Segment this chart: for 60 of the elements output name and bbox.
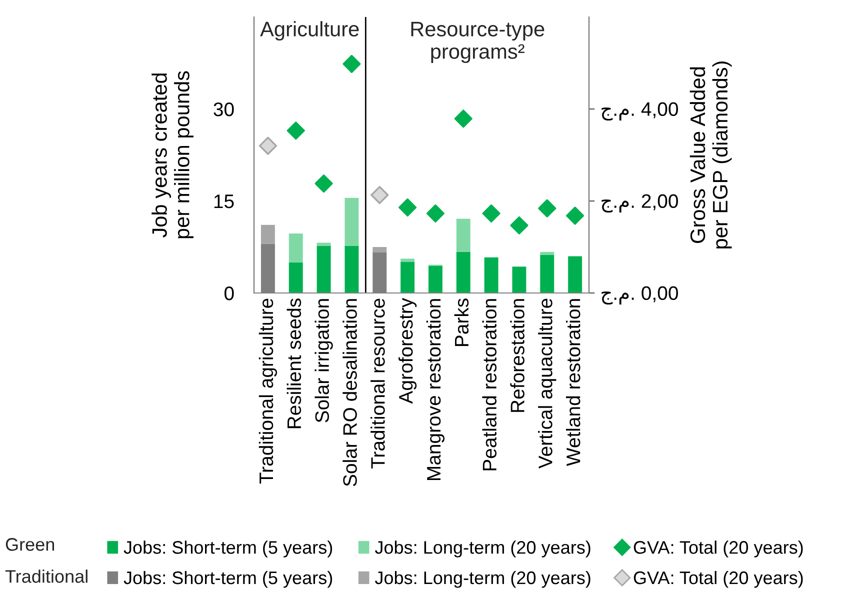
- bar: [428, 266, 442, 293]
- x-tick-label: Solar RO desalination: [342, 299, 357, 486]
- x-tick-label: Traditional agriculture: [258, 298, 278, 484]
- point: [342, 54, 361, 73]
- bar: [540, 254, 554, 293]
- y2-tick-label: ج.م. 4,00: [602, 102, 678, 121]
- legend-label: Jobs: Short-term (5 years): [124, 540, 332, 558]
- text: Green: [6, 538, 54, 551]
- x-tick-label: Vertical aquaculture: [538, 298, 556, 469]
- x-tick-label: Agroforestry: [398, 298, 417, 404]
- legend-label: Jobs: Short-term (5 years): [124, 570, 332, 588]
- bar: [400, 262, 415, 293]
- bar: [288, 234, 303, 262]
- y2-axis-title: Gross Value Added per EGP (diamonds): [690, 62, 732, 248]
- bar: [344, 246, 359, 293]
- point: [398, 198, 417, 216]
- bar: [372, 247, 387, 253]
- x-tick-label: Wetland restoration: [566, 299, 580, 466]
- y-tick-label: 0: [224, 286, 234, 300]
- point: [538, 199, 556, 218]
- point: [258, 136, 278, 155]
- point: [286, 122, 305, 140]
- bar: [260, 224, 275, 244]
- point: [454, 110, 472, 128]
- bar: [344, 198, 359, 246]
- bar: [568, 256, 582, 293]
- x-tick-label: Resilient seeds: [286, 298, 302, 428]
- point: [370, 186, 389, 204]
- legend-label: GVA: Total (20 years): [634, 540, 803, 558]
- annotation: Agriculture: [260, 21, 359, 41]
- text: Traditional: [5, 570, 88, 583]
- y-tick-label: 15: [214, 194, 234, 208]
- point: [314, 174, 333, 193]
- bar: [316, 242, 331, 246]
- y2-tick-label: ج.م. 0,00: [602, 286, 678, 305]
- y2-tick-label: ج.م. 2,00: [602, 194, 678, 213]
- y-axis-title: Job years created per million pounds: [152, 71, 194, 238]
- legend-label: Jobs: Long-term (20 years): [374, 540, 590, 558]
- bar: [456, 218, 470, 252]
- bar: [512, 266, 526, 293]
- x-tick-label: Reforestation: [510, 299, 524, 412]
- x-tick-label: Traditional resource: [370, 298, 385, 469]
- bar: [316, 246, 331, 293]
- bar: [400, 258, 415, 262]
- x-tick-label: Peatland restoration: [482, 299, 497, 470]
- bar: [484, 257, 498, 293]
- point: [426, 204, 445, 222]
- point: [566, 206, 584, 225]
- legend-label: Jobs: Long-term (20 years): [374, 570, 590, 588]
- bar: [288, 262, 303, 293]
- x-tick-label: Solar irrigation: [314, 299, 333, 422]
- annotation: Resource-type programs²: [411, 22, 544, 63]
- bar: [456, 252, 470, 293]
- bar: [540, 252, 554, 255]
- point: [482, 204, 500, 222]
- x-tick-label: Parks: [454, 298, 469, 346]
- point: [510, 216, 528, 234]
- x-tick-label: Mangrove restoration: [426, 299, 445, 480]
- y-tick-label: 30: [214, 102, 234, 116]
- legend-label: GVA: Total (20 years): [634, 570, 803, 588]
